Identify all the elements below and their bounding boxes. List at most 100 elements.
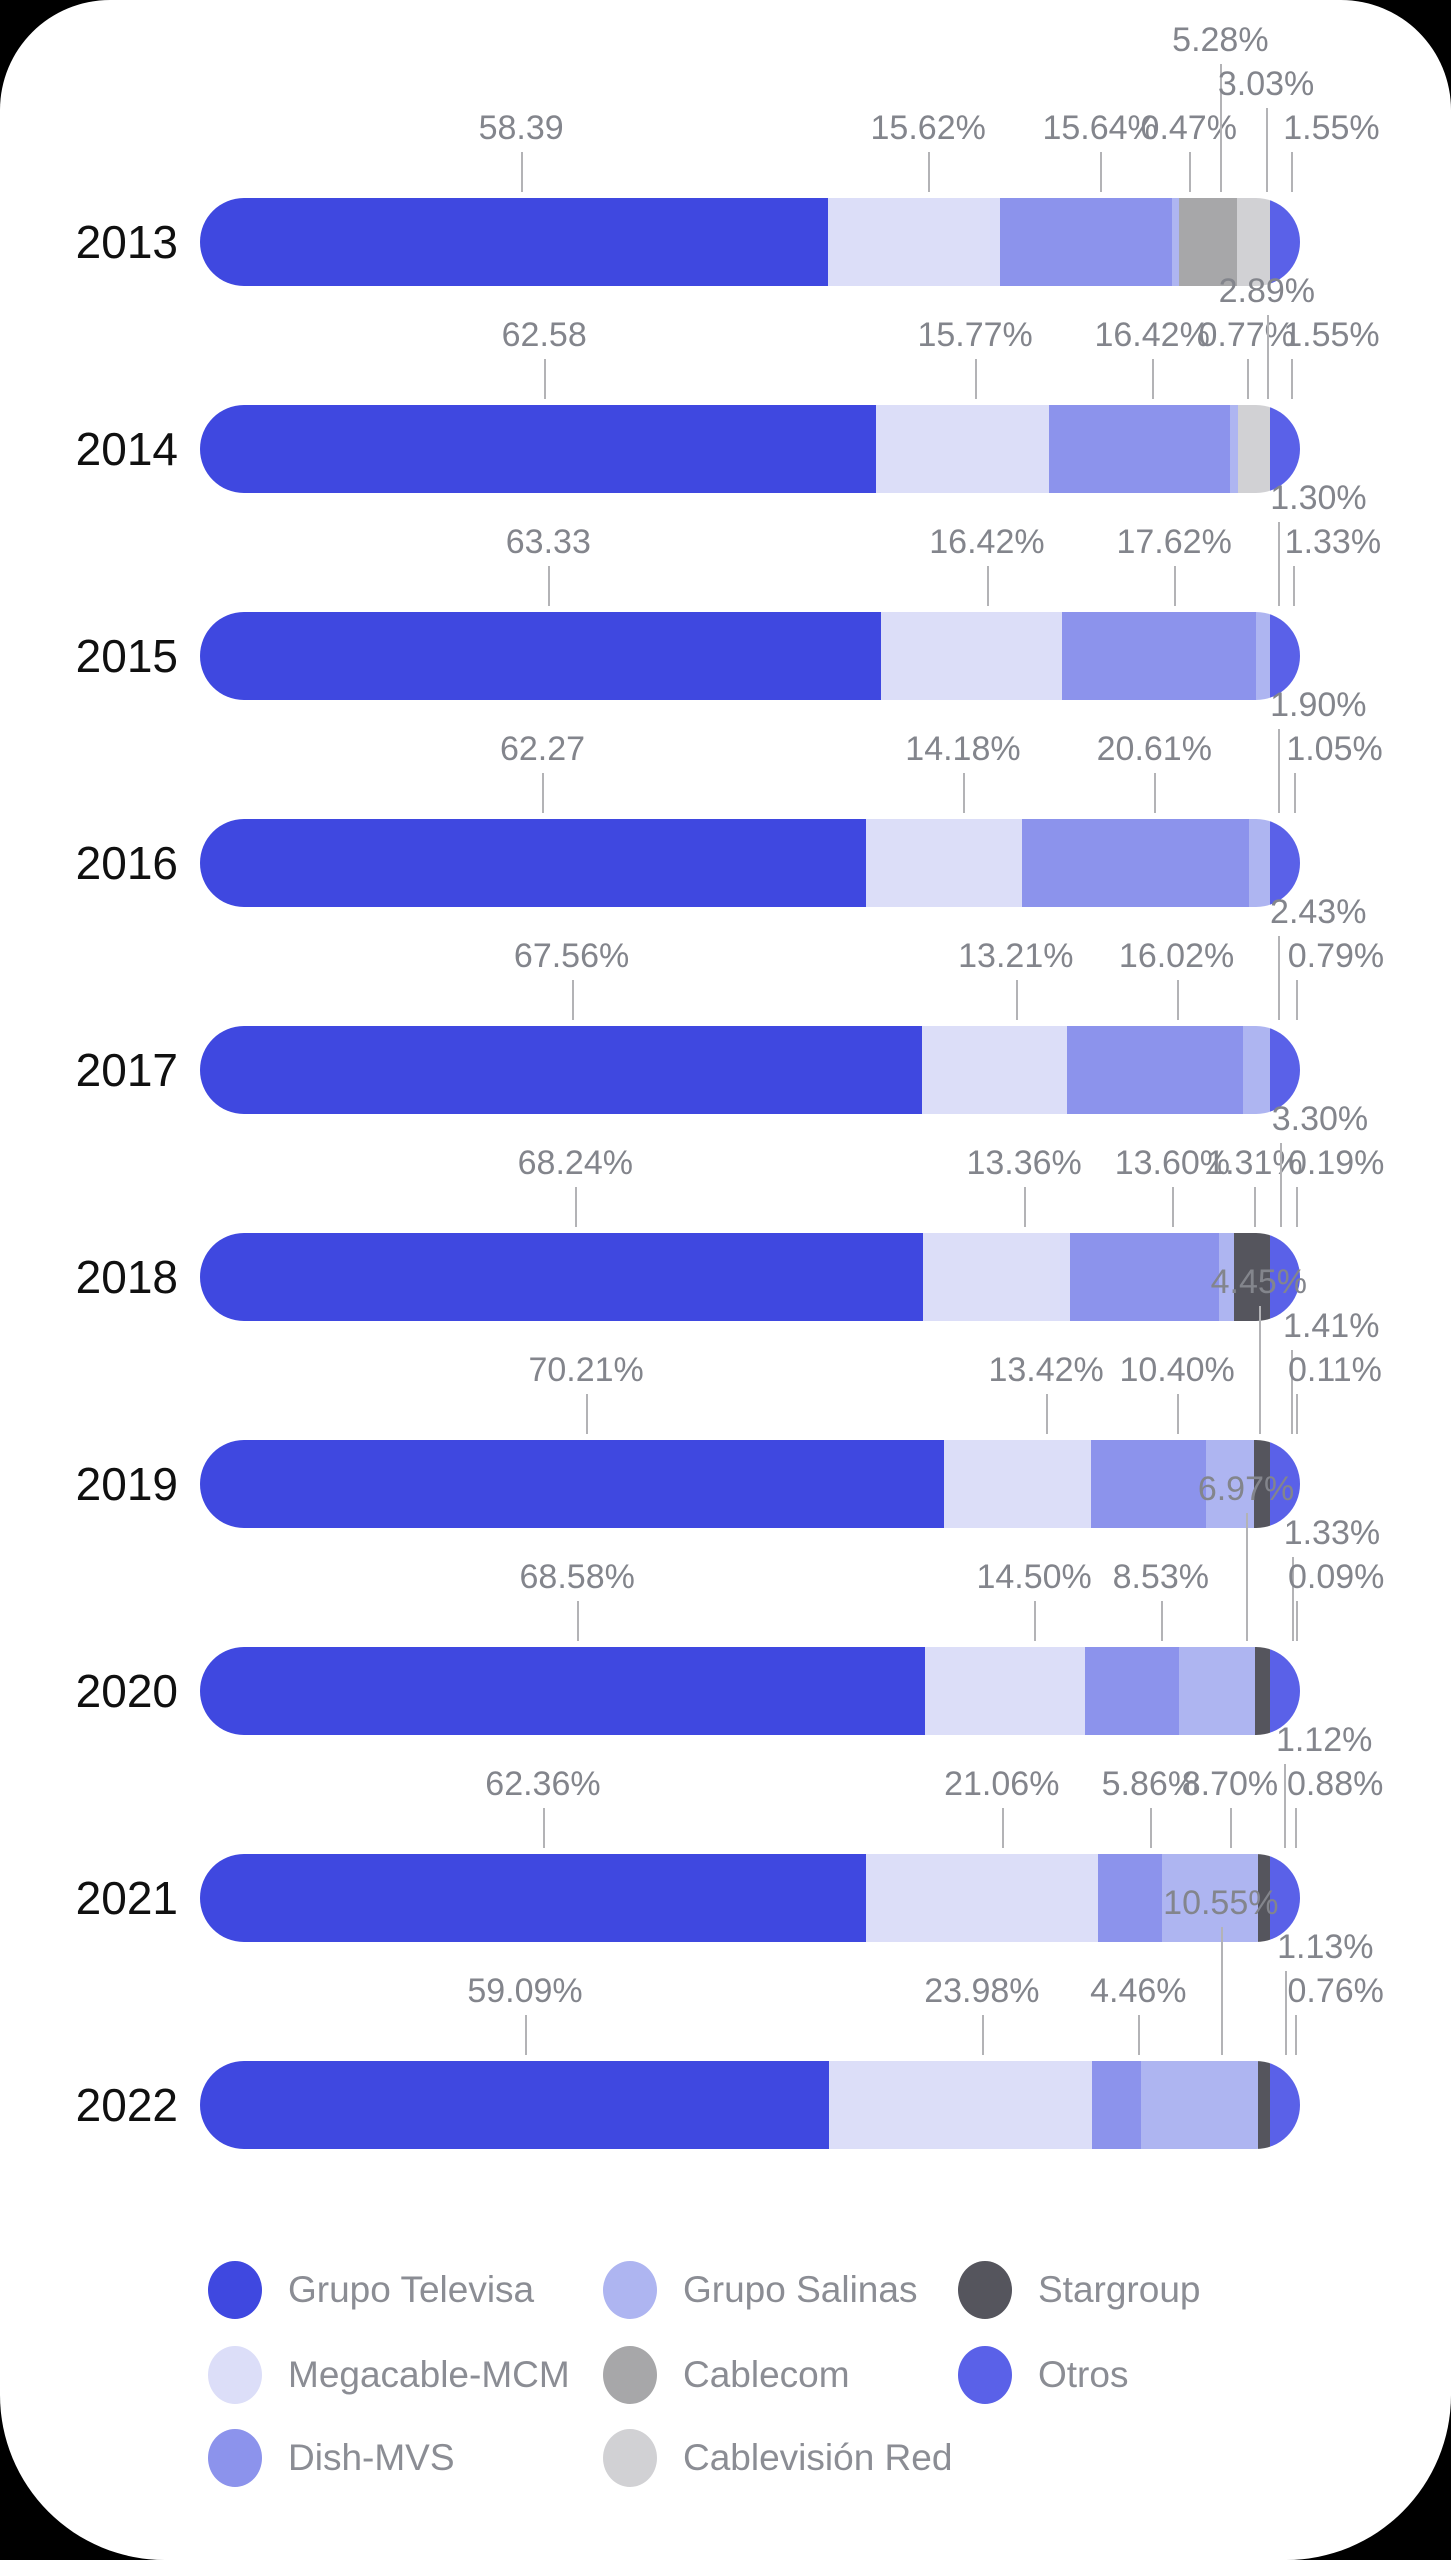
legend-item-otros[interactable]: Otros: [958, 2346, 1128, 2404]
bar-segment-2018-grupo-salinas[interactable]: [1219, 1233, 1234, 1321]
leader-line: [1154, 773, 1157, 813]
value-label-2015-grupo-televisa: 63.33: [505, 523, 591, 561]
bar-segment-2018-grupo-televisa[interactable]: [200, 1233, 923, 1321]
legend-item-cablecom[interactable]: Cablecom: [603, 2346, 850, 2404]
leader-line: [1278, 729, 1281, 813]
bar-segment-2020-megacable-mcm[interactable]: [925, 1647, 1085, 1735]
leader-line: [1258, 1306, 1261, 1434]
legend-item-stargroup[interactable]: Stargroup: [958, 2261, 1201, 2319]
bar-segment-2017-grupo-salinas[interactable]: [1243, 1026, 1270, 1114]
bar-segment-2021-grupo-televisa[interactable]: [200, 1854, 866, 1942]
bar-segment-2014-megacable-mcm[interactable]: [875, 405, 1050, 493]
bar-segment-2021-stargroup[interactable]: [1257, 1854, 1270, 1942]
bar-segment-2018-stargroup[interactable]: [1233, 1233, 1270, 1321]
value-label-2021-megacable-mcm: 21.06%: [944, 1765, 1060, 1803]
leader-line: [586, 1394, 589, 1434]
stacked-bar-chart: 2013 58.39 15.62% 15.64% 0.47% 5.28% 3.03% 1.55…: [75, 21, 1385, 2149]
leader-line: [1024, 1187, 1027, 1227]
legend-label: Grupo Salinas: [683, 2269, 918, 2310]
bar-segment-2016-grupo-salinas[interactable]: [1249, 819, 1270, 907]
bar-segment-2020-grupo-salinas[interactable]: [1178, 1647, 1256, 1735]
bar-2020: [200, 1647, 1300, 1735]
bar-segment-2017-dish-mvs[interactable]: [1067, 1026, 1244, 1114]
value-label-2015-megacable-mcm: 16.42%: [929, 523, 1045, 561]
year-label-2021: 2021: [75, 1872, 178, 1924]
bar-segment-2022-grupo-salinas[interactable]: [1141, 2061, 1258, 2149]
leader-line: [1015, 980, 1018, 1020]
value-label-2018-megacable-mcm: 13.36%: [966, 1144, 1082, 1182]
leader-line: [1046, 1394, 1049, 1434]
bar-2022: [200, 2061, 1300, 2149]
value-label-2020-grupo-salinas: 6.97%: [1197, 1470, 1295, 1508]
bar-segment-2016-megacable-mcm[interactable]: [866, 819, 1023, 907]
value-label-2016-grupo-televisa: 62.27: [499, 730, 586, 768]
bar-segment-2019-grupo-televisa[interactable]: [200, 1440, 944, 1528]
bar-segment-2013-cablevisi-n-red[interactable]: [1236, 198, 1270, 286]
bar-segment-2017-megacable-mcm[interactable]: [921, 1026, 1068, 1114]
value-label-2021-grupo-televisa: 62.36%: [485, 1765, 601, 1803]
bar-segment-2013-dish-mvs[interactable]: [999, 198, 1172, 286]
leader-line: [928, 152, 931, 192]
bar-segment-2019-megacable-mcm[interactable]: [943, 1440, 1092, 1528]
value-label-2013-grupo-salinas: 0.47%: [1140, 109, 1237, 147]
bar-segment-2016-grupo-televisa[interactable]: [200, 819, 867, 907]
legend-label: Dish-MVS: [288, 2437, 455, 2478]
bar-segment-2013-cablecom[interactable]: [1178, 198, 1237, 286]
bar-segment-2022-otros[interactable]: [1269, 2061, 1300, 2149]
legend-item-dish-mvs[interactable]: Dish-MVS: [208, 2429, 455, 2487]
bar-segment-2020-grupo-televisa[interactable]: [200, 1647, 926, 1735]
legend-item-grupo-televisa[interactable]: Grupo Televisa: [208, 2261, 534, 2319]
leader-line: [1283, 1764, 1286, 1848]
value-label-2014-cablevisi-n-red: 2.89%: [1218, 272, 1316, 310]
bar-segment-2014-grupo-salinas[interactable]: [1229, 405, 1239, 493]
legend-swatch-icon: [958, 2346, 1012, 2404]
bar-segment-2022-megacable-mcm[interactable]: [828, 2061, 1093, 2149]
bar-segment-2013-megacable-mcm[interactable]: [827, 198, 1000, 286]
legend-swatch-icon: [208, 2429, 262, 2487]
bar-segment-2022-dish-mvs[interactable]: [1092, 2061, 1142, 2149]
leader-line: [1246, 1513, 1249, 1641]
bar-segment-2017-grupo-televisa[interactable]: [200, 1026, 922, 1114]
bar-segment-2014-dish-mvs[interactable]: [1049, 405, 1230, 493]
bar-segment-2016-dish-mvs[interactable]: [1022, 819, 1250, 907]
bar-2018: [200, 1233, 1300, 1321]
bar-segment-2019-stargroup[interactable]: [1254, 1440, 1270, 1528]
value-label-2017-megacable-mcm: 13.21%: [958, 937, 1074, 975]
legend-item-megacable-mcm[interactable]: Megacable-MCM: [208, 2346, 570, 2404]
bar-segment-2015-dish-mvs[interactable]: [1061, 612, 1256, 700]
bar-segment-2014-grupo-televisa[interactable]: [200, 405, 876, 493]
value-label-2017-dish-mvs: 16.02%: [1118, 937, 1235, 975]
bar-segment-2020-dish-mvs[interactable]: [1084, 1647, 1179, 1735]
bar-segment-2019-dish-mvs[interactable]: [1091, 1440, 1206, 1528]
bar-segment-2021-grupo-salinas[interactable]: [1161, 1854, 1258, 1942]
bar-segment-2013-grupo-televisa[interactable]: [200, 198, 828, 286]
legend-item-cablevisi-n-red[interactable]: Cablevisión Red: [603, 2429, 952, 2487]
bar-segment-2015-grupo-salinas[interactable]: [1255, 612, 1270, 700]
value-label-2020-otros: 0.09%: [1288, 1558, 1385, 1596]
leader-line: [1034, 1601, 1037, 1641]
bar-2016: [200, 819, 1300, 907]
value-label-2018-grupo-televisa: 68.24%: [517, 1144, 633, 1182]
legend-swatch-icon: [603, 2346, 657, 2404]
bar-segment-2013-grupo-salinas[interactable]: [1171, 198, 1179, 286]
leader-line: [1188, 152, 1191, 192]
bar-segment-2021-dish-mvs[interactable]: [1097, 1854, 1162, 1942]
bar-segment-2015-grupo-televisa[interactable]: [200, 612, 882, 700]
value-label-2016-otros: 1.05%: [1286, 730, 1383, 768]
bar-segment-2020-stargroup[interactable]: [1255, 1647, 1270, 1735]
leader-line: [1266, 315, 1269, 399]
bar-segment-2014-cablevisi-n-red[interactable]: [1238, 405, 1270, 493]
value-label-2018-grupo-salinas: 1.31%: [1206, 1144, 1303, 1182]
bar-segment-2022-stargroup[interactable]: [1257, 2061, 1270, 2149]
legend-item-grupo-salinas[interactable]: Grupo Salinas: [603, 2261, 917, 2319]
bar-segment-2018-dish-mvs[interactable]: [1069, 1233, 1220, 1321]
bar-segment-2018-megacable-mcm[interactable]: [922, 1233, 1070, 1321]
value-label-2022-stargroup: 1.13%: [1277, 1928, 1374, 1966]
bar-segment-2022-grupo-televisa[interactable]: [200, 2061, 829, 2149]
leader-line: [1279, 1143, 1282, 1227]
bar-segment-2021-megacable-mcm[interactable]: [865, 1854, 1098, 1942]
bar-segment-2015-megacable-mcm[interactable]: [881, 612, 1062, 700]
bar-2019: [200, 1440, 1300, 1528]
value-label-2019-grupo-televisa: 70.21%: [528, 1351, 644, 1389]
value-label-2019-otros: 0.11%: [1288, 1351, 1382, 1389]
